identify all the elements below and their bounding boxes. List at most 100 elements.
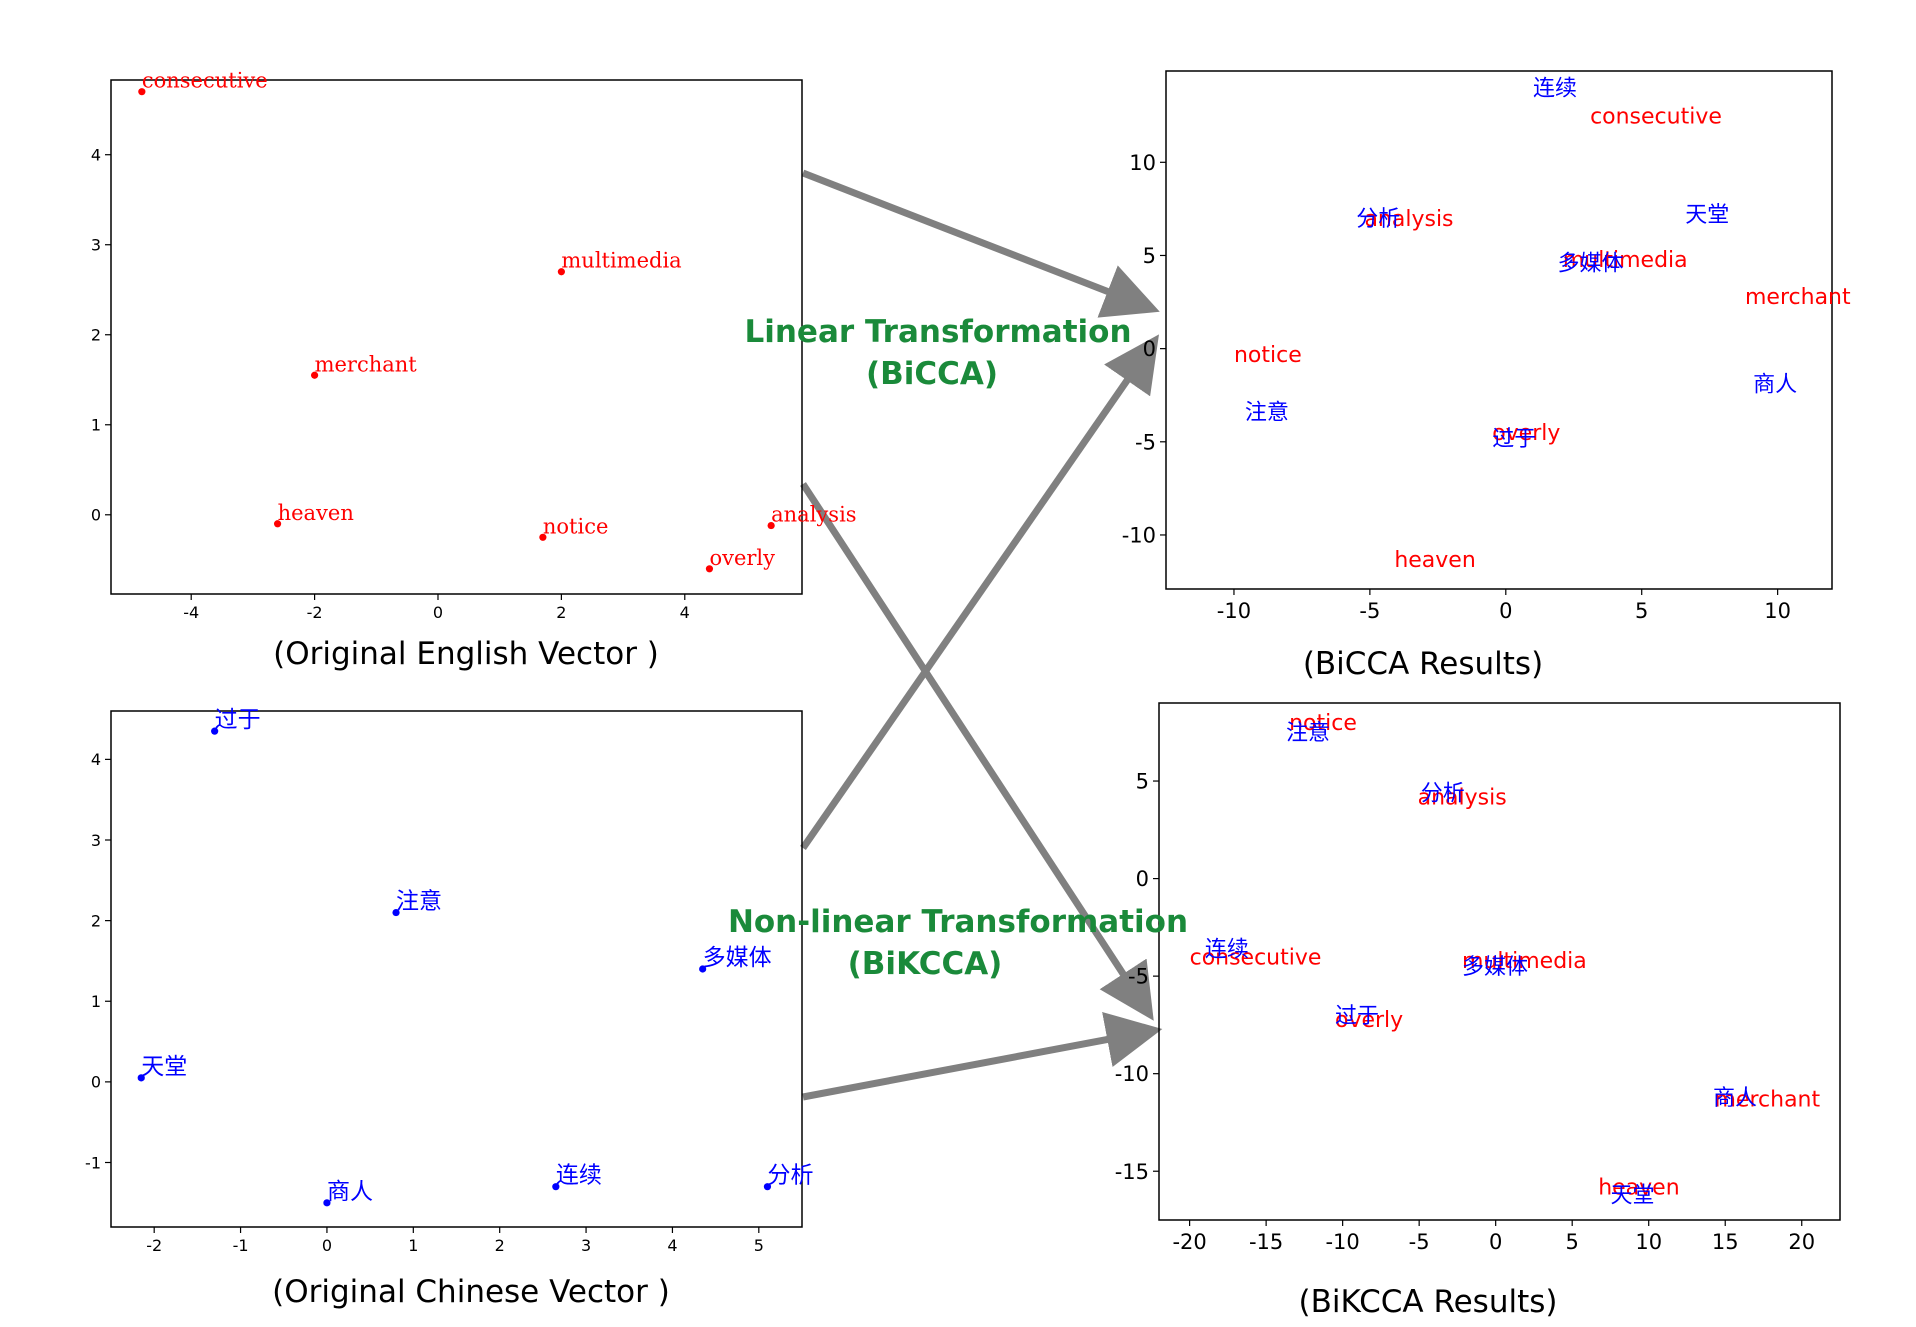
point-label: overly: [1492, 421, 1560, 446]
y-tick-label: -5: [1135, 430, 1156, 454]
point-label: analysis: [771, 503, 856, 527]
y-tick-label: 1: [91, 416, 101, 435]
data-point: [552, 1183, 560, 1191]
panel-caption: (BiCCA Results): [1303, 646, 1543, 682]
y-tick-label: 0: [1143, 337, 1156, 361]
x-tick-label: 5: [1566, 1230, 1579, 1254]
x-tick-label: -10: [1325, 1230, 1359, 1254]
y-tick-label: 0: [91, 1073, 101, 1092]
panel-english: -4 -2 0 2 4 0 1 2 3 4 consecutive multimedia merchan…: [91, 69, 857, 672]
panel-bicca: -10 -5 0 5 10 -10 -5 0 5 10 consecutive analysis mul…: [1122, 70, 1851, 682]
panel-bikcca: -20 -15 -10 -5 0 5 10 15 20 -15 -10 -5 0 5 notice analy…: [1115, 702, 1841, 1320]
x-tick-label: 0: [433, 603, 443, 622]
panel-caption: (BiKCCA Results): [1299, 1284, 1558, 1320]
y-tick-label: 3: [91, 235, 101, 254]
transform-labels: Linear Transformation (BiCCA) Non-linear…: [728, 314, 1188, 982]
point-label: merchant: [1745, 285, 1851, 310]
point-label: analysis: [1364, 207, 1453, 232]
x-tick-label: 2: [495, 1236, 505, 1255]
x-tick-label: 4: [680, 603, 690, 622]
point-label: heaven: [278, 501, 354, 525]
y-tick-label: 4: [91, 145, 101, 164]
point-label: heaven: [1394, 548, 1475, 573]
point-label: 分析: [1356, 207, 1400, 232]
point-label: merchant: [315, 352, 418, 376]
data-point: [763, 1183, 772, 1191]
y-tick-label: 5: [1136, 770, 1149, 794]
point-label: 商人: [1753, 373, 1797, 398]
x-tick-label: 15: [1712, 1230, 1739, 1254]
data-point: [211, 727, 219, 735]
point-label: 注意: [396, 889, 442, 915]
point-label: multimedia: [561, 249, 681, 273]
y-tick-label: 0: [91, 506, 101, 525]
y-tick-label: 2: [91, 326, 101, 345]
point-label: 连续: [1205, 938, 1249, 963]
data-point: [539, 533, 547, 541]
nonlinear-transform-method: (BiKCCA): [848, 946, 1003, 982]
x-tick-label: 2: [556, 603, 566, 622]
point-label: consecutive: [142, 69, 268, 93]
data-point: [273, 520, 282, 528]
x-tick-label: 3: [581, 1236, 591, 1255]
plot-frame: [1165, 70, 1833, 590]
plot-frame: [110, 710, 803, 1228]
point-label: 天堂: [141, 1054, 187, 1080]
point-label: overly: [709, 546, 775, 570]
linear-transform-method: (BiCCA): [866, 356, 998, 392]
y-tick-label: 2: [91, 911, 101, 930]
x-tick-label: -2: [307, 603, 323, 622]
x-tick-label: 0: [1499, 599, 1512, 623]
y-tick-label: -10: [1122, 524, 1156, 548]
x-tick-label: 0: [1489, 1230, 1502, 1254]
point-label: 多媒体: [703, 945, 772, 971]
point-label: 商人: [1713, 1086, 1757, 1111]
y-tick-label: 0: [1136, 867, 1149, 891]
point-label: 多媒体: [1557, 252, 1623, 277]
nonlinear-transform-label: Non-linear Transformation: [728, 904, 1188, 940]
x-tick-label: -10: [1217, 599, 1251, 623]
point-label: 商人: [327, 1179, 373, 1205]
y-tick-label: -1: [85, 1153, 101, 1172]
y-tick-label: 3: [91, 831, 101, 850]
point-label: 连续: [1533, 76, 1577, 101]
x-tick-label: 10: [1764, 599, 1791, 623]
data-point: [323, 1199, 331, 1207]
y-tick-label: 5: [1143, 244, 1156, 268]
point-label: notice: [1289, 711, 1357, 736]
y-tick-label: 10: [1129, 151, 1156, 175]
y-tick-label: 4: [91, 750, 101, 769]
y-tick-label: 1: [91, 992, 101, 1011]
x-tick-label: 0: [322, 1236, 332, 1255]
data-point: [392, 908, 400, 917]
data-point: [137, 1074, 145, 1082]
point-label: multimedia: [1462, 949, 1587, 974]
point-label: overly: [1335, 1008, 1403, 1033]
data-point: [767, 521, 775, 530]
arrow-chinese-to-bikcca: [802, 1011, 1163, 1101]
point-label: 天堂: [1685, 203, 1729, 228]
data-point: [699, 965, 707, 973]
y-tick-label: -10: [1115, 1062, 1149, 1086]
point-label: 过于: [1335, 1004, 1379, 1029]
x-tick-label: 20: [1788, 1230, 1815, 1254]
data-point: [310, 371, 319, 379]
point-label: notice: [543, 514, 609, 538]
x-tick-label: 5: [754, 1236, 764, 1255]
transformation-arrows: [800, 169, 1163, 1101]
x-tick-label: 1: [408, 1236, 418, 1255]
point-label: consecutive: [1190, 945, 1322, 970]
point-label: merchant: [1715, 1088, 1821, 1113]
y-tick-label: -15: [1115, 1160, 1149, 1184]
plot-frame: [1158, 702, 1841, 1221]
arrow-chinese-to-bicca: [800, 334, 1159, 850]
data-point: [138, 88, 146, 96]
point-label: analysis: [1418, 785, 1507, 810]
x-tick-label: -5: [1359, 599, 1380, 623]
